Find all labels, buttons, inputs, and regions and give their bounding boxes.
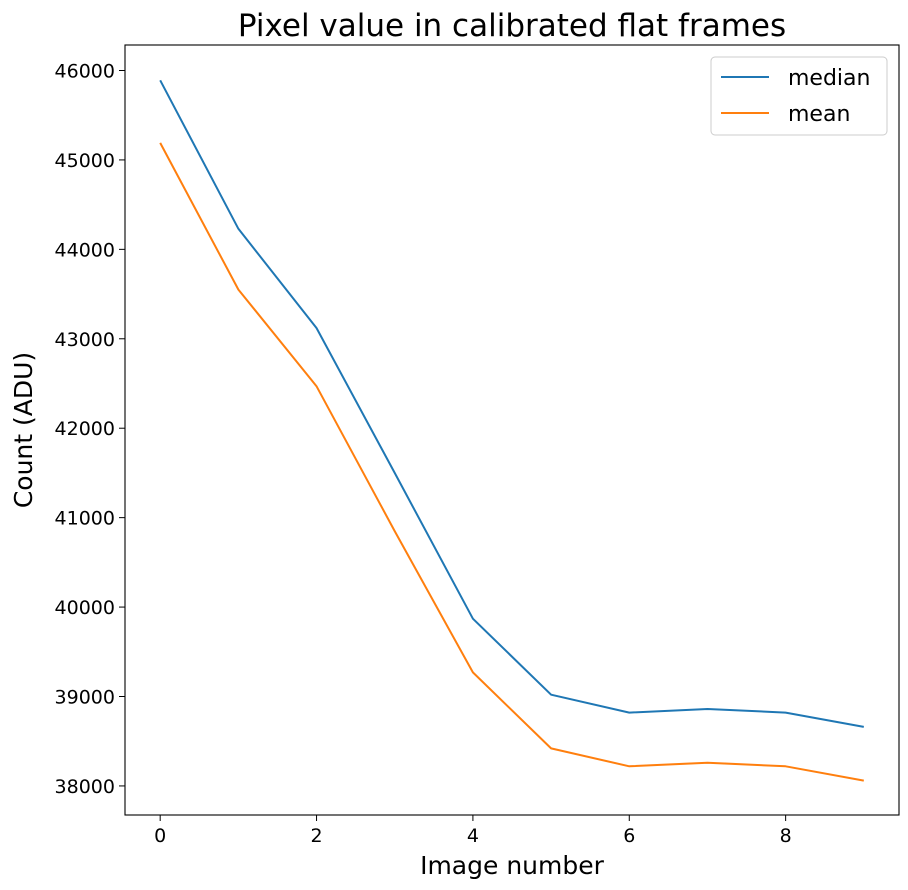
legend: median mean bbox=[710, 56, 888, 136]
y-tick-label: 43000 bbox=[55, 329, 115, 351]
y-axis-label: Count (ADU) bbox=[9, 352, 38, 508]
chart-title: Pixel value in calibrated flat frames bbox=[238, 8, 786, 44]
x-tick-label: 4 bbox=[467, 825, 479, 847]
legend-label-median: median bbox=[788, 66, 870, 91]
x-tick-label: 2 bbox=[310, 825, 322, 847]
y-tick-label: 39000 bbox=[55, 687, 115, 709]
x-axis-label: Image number bbox=[420, 851, 605, 880]
y-tick-label: 41000 bbox=[55, 508, 115, 530]
y-tick-label: 46000 bbox=[55, 60, 115, 82]
x-tick-label: 8 bbox=[780, 825, 792, 847]
y-tick-label: 38000 bbox=[55, 776, 115, 798]
series-line-mean bbox=[159, 142, 864, 782]
x-tick-label: 6 bbox=[623, 825, 635, 847]
y-tick-label: 45000 bbox=[55, 150, 115, 172]
x-tick-label: 0 bbox=[154, 825, 166, 847]
y-axis: 38000 39000 40000 41000 42000 43000 44000 45000… bbox=[55, 60, 125, 798]
legend-label-mean: mean bbox=[788, 102, 850, 127]
y-tick-label: 40000 bbox=[55, 597, 115, 619]
y-tick-label: 42000 bbox=[55, 418, 115, 440]
x-axis: 0 2 4 6 8 bbox=[154, 815, 792, 847]
y-tick-label: 44000 bbox=[55, 239, 115, 261]
plot-frame bbox=[124, 44, 900, 816]
series-line-median bbox=[159, 79, 864, 728]
series-layer bbox=[159, 79, 864, 782]
